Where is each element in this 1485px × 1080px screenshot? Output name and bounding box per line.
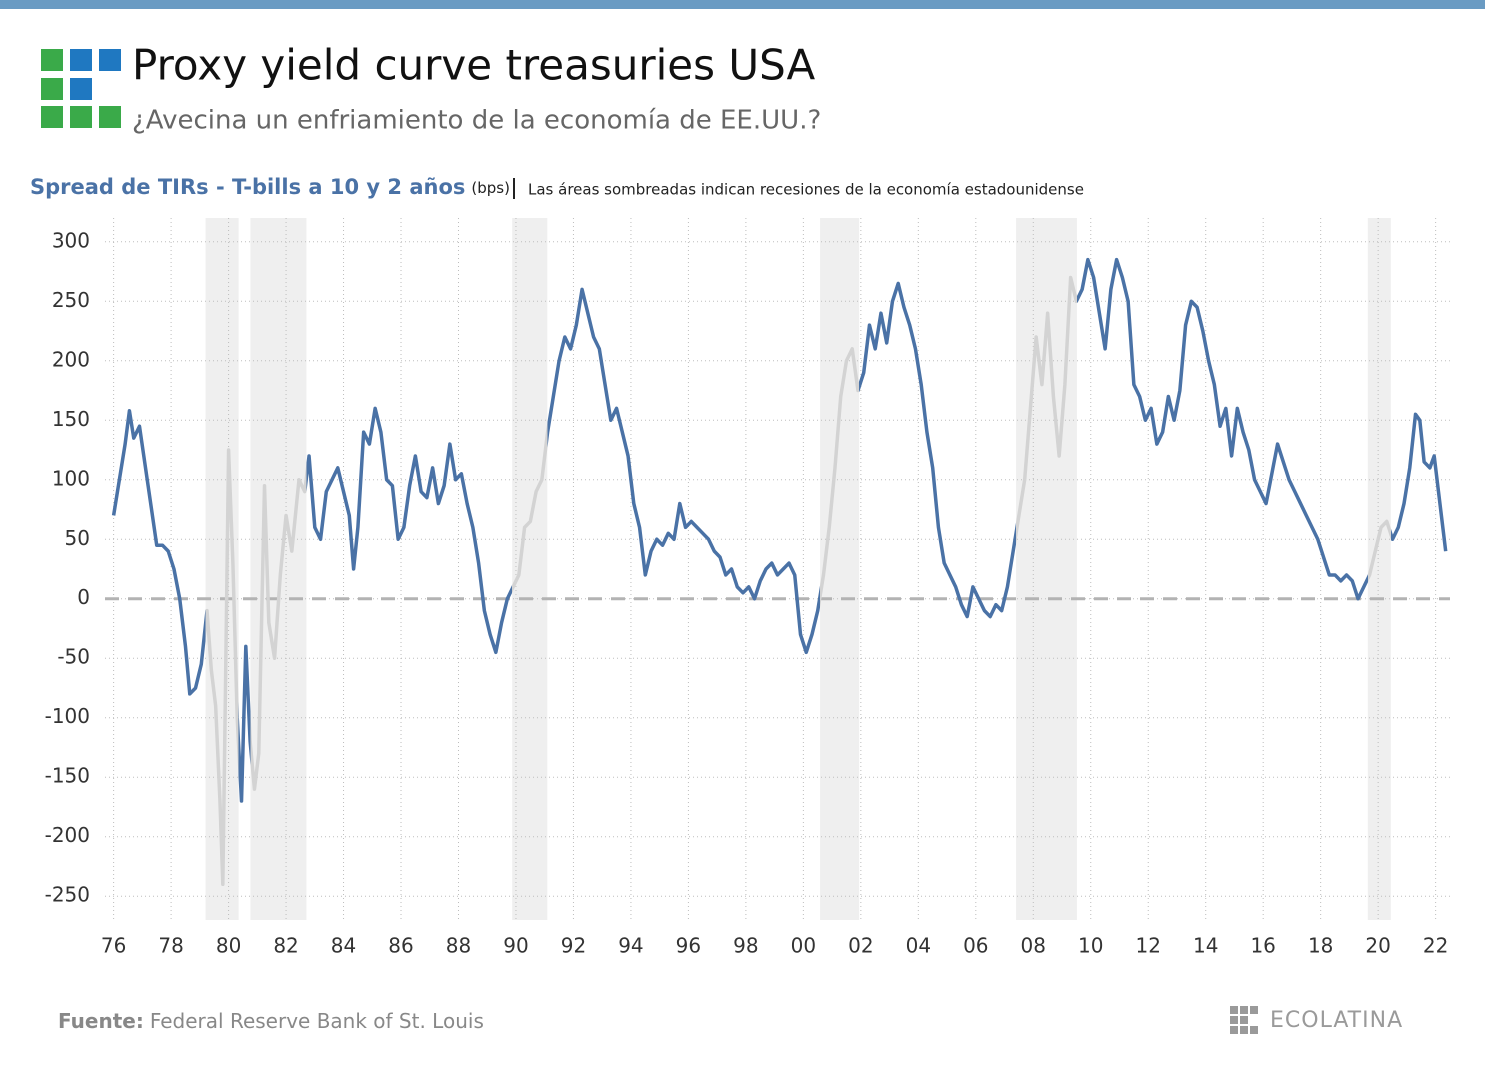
- series-line: [111, 257, 1448, 887]
- brand-logo: [1230, 1006, 1258, 1034]
- x-tick-label: 10: [1078, 934, 1103, 958]
- chart-title: Spread de TIRs - T-bills a 10 y 2 años (b…: [30, 175, 510, 199]
- y-tick-label: 150: [52, 407, 90, 431]
- x-tick-label: 86: [388, 934, 413, 958]
- plot-area: -250 -200 -150 -100 -50 0 50 100 150 200 250 300 76 7…: [45, 218, 1450, 958]
- x-tick-label: 94: [618, 934, 643, 958]
- y-tick-label: -200: [45, 823, 90, 847]
- x-tick-label: 14: [1193, 934, 1218, 958]
- recession-band: [512, 218, 548, 920]
- x-tick-label: 16: [1250, 934, 1275, 958]
- x-tick-label: 12: [1136, 934, 1161, 958]
- y-tick-label: -150: [45, 764, 90, 788]
- y-tick-label: 250: [52, 288, 90, 312]
- x-tick-label: 02: [848, 934, 873, 958]
- x-tick-label: 96: [676, 934, 701, 958]
- x-tick-label: 00: [791, 934, 816, 958]
- x-tick-label: 82: [273, 934, 298, 958]
- x-tick-label: 92: [561, 934, 586, 958]
- x-tick-label: 98: [733, 934, 758, 958]
- logo: [41, 49, 121, 128]
- y-tick-label: 0: [77, 585, 90, 609]
- x-tick-label: 90: [503, 934, 528, 958]
- y-tick-label: -50: [57, 645, 90, 669]
- x-tick-label: 84: [331, 934, 356, 958]
- recession-band: [250, 218, 307, 920]
- y-tick-label: 100: [52, 466, 90, 490]
- x-tick-label: 22: [1423, 934, 1448, 958]
- x-tick-label: 88: [446, 934, 471, 958]
- x-tick-label: 78: [158, 934, 183, 958]
- note: Las áreas sombreadas indican recesiones …: [528, 181, 1084, 199]
- brand: ECOLATINA: [1270, 1008, 1403, 1033]
- top-bar: [0, 0, 1485, 9]
- chart-title-text: Spread de TIRs - T-bills a 10 y 2 años: [30, 175, 465, 199]
- x-tick-label: 06: [963, 934, 988, 958]
- source-text: Federal Reserve Bank of St. Louis: [150, 1009, 484, 1033]
- x-tick-label: 04: [906, 934, 931, 958]
- source-label: Fuente:: [58, 1009, 144, 1033]
- units: (bps): [471, 179, 510, 197]
- x-tick-label: 20: [1365, 934, 1390, 958]
- y-tick-label: 200: [52, 347, 90, 371]
- x-tick-label: 76: [101, 934, 126, 958]
- y-tick-label: -250: [45, 883, 90, 907]
- recession-band: [1367, 218, 1391, 920]
- y-tick-label: -100: [45, 704, 90, 728]
- recession-band: [820, 218, 860, 920]
- subtitle: ¿Avecina un enfriamiento de la economía …: [132, 106, 821, 136]
- title: Proxy yield curve treasuries USA: [132, 41, 816, 90]
- y-tick-label: 50: [65, 526, 90, 550]
- x-tick-label: 80: [216, 934, 241, 958]
- x-tick-label: 18: [1308, 934, 1333, 958]
- y-tick-label: 300: [52, 228, 90, 252]
- source: Fuente: Federal Reserve Bank of St. Louis: [58, 1009, 484, 1033]
- x-tick-label: 08: [1021, 934, 1046, 958]
